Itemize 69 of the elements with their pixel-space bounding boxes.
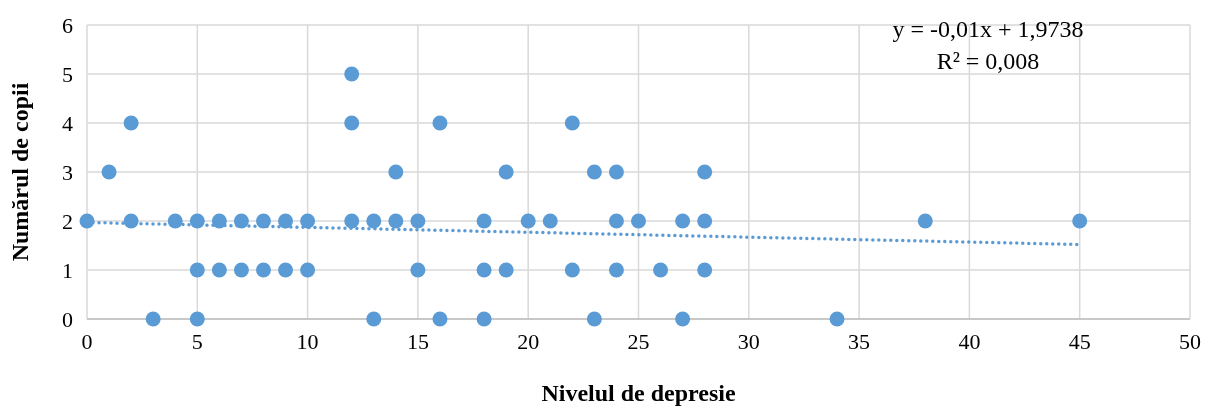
- point: [344, 115, 360, 131]
- point: [829, 311, 845, 327]
- point: [675, 311, 691, 327]
- point: [145, 311, 161, 327]
- annotation: y = -0,01x + 1,9738: [892, 16, 1084, 42]
- point: [388, 213, 404, 229]
- point: [498, 164, 514, 180]
- point: [233, 262, 249, 278]
- y-axis-title: Numărul de copii: [7, 82, 33, 262]
- point: [476, 262, 492, 278]
- y-tick-label: 0: [62, 306, 73, 332]
- point: [564, 262, 580, 278]
- y-tick-label: 2: [62, 208, 73, 234]
- point: [432, 115, 448, 131]
- point: [631, 213, 646, 229]
- point: [300, 213, 316, 229]
- point: [278, 213, 294, 229]
- point: [586, 311, 602, 327]
- x-tick-label: 45: [1068, 329, 1091, 354]
- point: [498, 262, 514, 278]
- point: [586, 164, 602, 180]
- point: [675, 213, 691, 229]
- y-tick-label: 6: [62, 12, 73, 38]
- point: [653, 262, 669, 278]
- x-tick-label: 35: [848, 329, 871, 354]
- point: [300, 262, 316, 278]
- point: [278, 262, 294, 278]
- point: [564, 115, 580, 131]
- y-tick-label: 1: [62, 257, 73, 283]
- point: [344, 213, 360, 229]
- point: [410, 213, 426, 229]
- x-tick-label: 5: [191, 329, 203, 354]
- point: [101, 164, 117, 180]
- x-tick-label: 0: [81, 329, 93, 354]
- point: [542, 213, 558, 229]
- x-tick-label: 25: [627, 329, 650, 354]
- point: [255, 262, 271, 278]
- y-tick-label: 3: [62, 159, 73, 185]
- point: [123, 115, 139, 131]
- x-tick-label: 10: [296, 329, 319, 354]
- point: [366, 213, 382, 229]
- point: [211, 262, 227, 278]
- point: [410, 262, 426, 278]
- point: [388, 164, 404, 180]
- x-axis-title: Nivelul de depresie: [541, 380, 736, 406]
- x-tick-label: 50: [1179, 329, 1201, 354]
- point: [697, 164, 713, 180]
- point: [697, 262, 713, 278]
- point: [520, 213, 536, 229]
- point: [608, 262, 624, 278]
- x-tick-label: 30: [737, 329, 760, 354]
- point: [608, 213, 624, 229]
- point: [917, 213, 933, 229]
- point: [476, 213, 492, 229]
- x-tick-label: 40: [958, 329, 981, 354]
- point: [366, 311, 382, 327]
- point: [476, 311, 492, 327]
- point: [697, 213, 713, 229]
- point: [344, 66, 360, 82]
- point: [608, 164, 624, 180]
- point: [189, 262, 205, 278]
- y-tick-label: 4: [62, 110, 73, 136]
- x-tick-label: 20: [517, 329, 540, 354]
- point: [432, 311, 448, 327]
- y-tick-label: 5: [62, 61, 73, 87]
- point: [189, 311, 205, 327]
- point: [1072, 213, 1088, 229]
- annotation: R² = 0,008: [936, 48, 1040, 74]
- x-tick-label: 15: [406, 329, 429, 354]
